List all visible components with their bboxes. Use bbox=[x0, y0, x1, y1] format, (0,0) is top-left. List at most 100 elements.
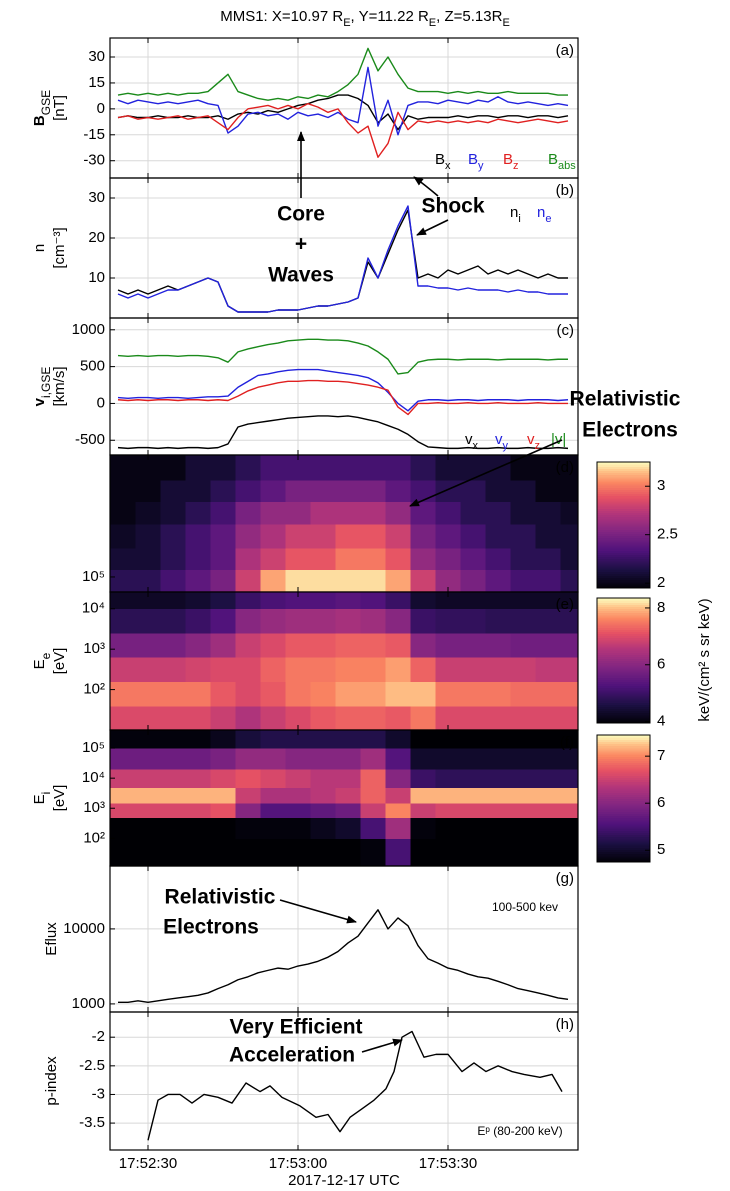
heatmap-cell bbox=[485, 769, 512, 788]
heatmap-cell bbox=[410, 730, 437, 749]
colorbar-label: keV/(cm² s sr keV) bbox=[696, 598, 713, 721]
colorbar-slice bbox=[597, 773, 650, 776]
heatmap-cell bbox=[185, 730, 212, 749]
heatmap-cell bbox=[510, 592, 537, 609]
heatmap-cell bbox=[510, 608, 537, 634]
heatmap-cell bbox=[235, 455, 262, 481]
heatmap-cell bbox=[360, 705, 387, 731]
heatmap-cell bbox=[460, 608, 487, 634]
y-tick-label: -3.5 bbox=[79, 1114, 105, 1131]
colorbar-slice bbox=[597, 792, 650, 795]
heatmap-cell bbox=[560, 817, 579, 839]
heatmap-cell bbox=[185, 455, 212, 481]
colorbar-tick-label: 4 bbox=[657, 713, 665, 730]
title-part: , Z=5.13R bbox=[436, 8, 502, 25]
heatmap-cell bbox=[460, 524, 487, 549]
panel-label: (b) bbox=[556, 182, 574, 199]
heatmap-cell bbox=[110, 657, 137, 682]
colorbar-slice bbox=[597, 579, 650, 583]
colorbar-slice bbox=[597, 602, 650, 605]
heatmap-cell bbox=[210, 592, 237, 609]
colorbar-slice bbox=[597, 518, 650, 522]
legend-entry: Bz bbox=[503, 151, 519, 172]
heatmap-cell bbox=[435, 730, 462, 749]
colorbar-tick-label: 5 bbox=[657, 841, 665, 858]
heatmap-cell bbox=[485, 705, 512, 731]
heatmap-cell bbox=[285, 769, 312, 788]
annotation: + bbox=[295, 233, 307, 256]
colorbar-slice bbox=[597, 766, 650, 770]
heatmap-cell bbox=[235, 524, 262, 549]
heatmap-cell bbox=[335, 657, 362, 682]
colorbar-slice bbox=[597, 618, 650, 622]
heatmap-cell bbox=[210, 632, 237, 658]
colorbar-slice bbox=[597, 853, 650, 857]
colorbar-slice bbox=[597, 743, 650, 747]
y-tick-label: 10² bbox=[83, 681, 105, 698]
colorbar-slice bbox=[597, 541, 650, 545]
heatmap-cell bbox=[110, 769, 137, 788]
colorbar-slice bbox=[597, 639, 650, 643]
heatmap-cell bbox=[260, 632, 287, 658]
legend-sub: x bbox=[445, 160, 451, 172]
heatmap-cell bbox=[385, 632, 412, 658]
heatmap-cell bbox=[410, 838, 437, 867]
series-line bbox=[117, 379, 568, 416]
heatmap-cell bbox=[285, 524, 312, 549]
heatmap-cell bbox=[485, 608, 512, 634]
y-axis-label-main: E bbox=[31, 659, 48, 669]
annotation: Waves bbox=[268, 264, 334, 287]
colorbar-slice bbox=[597, 679, 650, 682]
heatmap-cell bbox=[185, 769, 212, 788]
x-tick-label: 17:52:30 bbox=[119, 1155, 177, 1172]
y-tick-label: 30 bbox=[88, 48, 105, 65]
colorbar-slice bbox=[597, 760, 650, 764]
colorbar-slice bbox=[597, 633, 650, 637]
colorbar-slice bbox=[597, 462, 650, 465]
heatmap-cell bbox=[235, 730, 262, 749]
legend-name: B bbox=[503, 151, 513, 168]
colorbar-slice bbox=[597, 698, 650, 701]
colorbar-slice bbox=[597, 756, 650, 759]
y-tick-label: -2.5 bbox=[79, 1057, 105, 1074]
colorbar-slice bbox=[597, 581, 650, 585]
arrow bbox=[413, 176, 439, 197]
heatmap-cell bbox=[335, 632, 362, 658]
heatmap-cell bbox=[510, 730, 537, 749]
heatmap-cell bbox=[535, 817, 562, 839]
series-line bbox=[117, 209, 568, 313]
y-tick-label: 10³ bbox=[83, 799, 105, 816]
heatmap-cell bbox=[485, 817, 512, 839]
y-tick-label: 10⁴ bbox=[82, 600, 105, 617]
colorbar-slice bbox=[597, 489, 650, 492]
colorbar-slice bbox=[597, 627, 650, 630]
heatmap-cell bbox=[410, 769, 437, 788]
heatmap-cell bbox=[310, 592, 337, 609]
colorbar-slice bbox=[597, 666, 650, 670]
y-axis-label: p-index bbox=[43, 1056, 60, 1106]
colorbar-slice bbox=[597, 819, 650, 823]
colorbar-slice bbox=[597, 480, 650, 484]
heatmap-cell bbox=[385, 681, 412, 707]
heatmap-cell bbox=[260, 479, 287, 502]
colorbar-slice bbox=[597, 560, 650, 564]
y-axis-label-main: v bbox=[31, 397, 48, 406]
colorbar-slice bbox=[597, 648, 650, 651]
heatmap-cell bbox=[185, 838, 212, 867]
heatmap-cell bbox=[460, 592, 487, 609]
heatmap-cell bbox=[210, 787, 237, 804]
heatmap-cell bbox=[110, 787, 137, 804]
heatmap-cell bbox=[535, 705, 562, 731]
colorbar-slice bbox=[597, 685, 650, 689]
heatmap-cell bbox=[260, 838, 287, 867]
colorbar-slice bbox=[597, 635, 650, 639]
heatmap-cell bbox=[460, 817, 487, 839]
heatmap-cell bbox=[210, 730, 237, 749]
colorbar-slice bbox=[597, 610, 650, 614]
heatmap-cell bbox=[485, 592, 512, 609]
annotation: Relativistic bbox=[165, 886, 276, 909]
legend-sub: abs bbox=[558, 160, 576, 172]
heatmap-cell bbox=[510, 787, 537, 804]
heatmap-cell bbox=[210, 705, 237, 731]
heatmap-cell bbox=[260, 681, 287, 707]
